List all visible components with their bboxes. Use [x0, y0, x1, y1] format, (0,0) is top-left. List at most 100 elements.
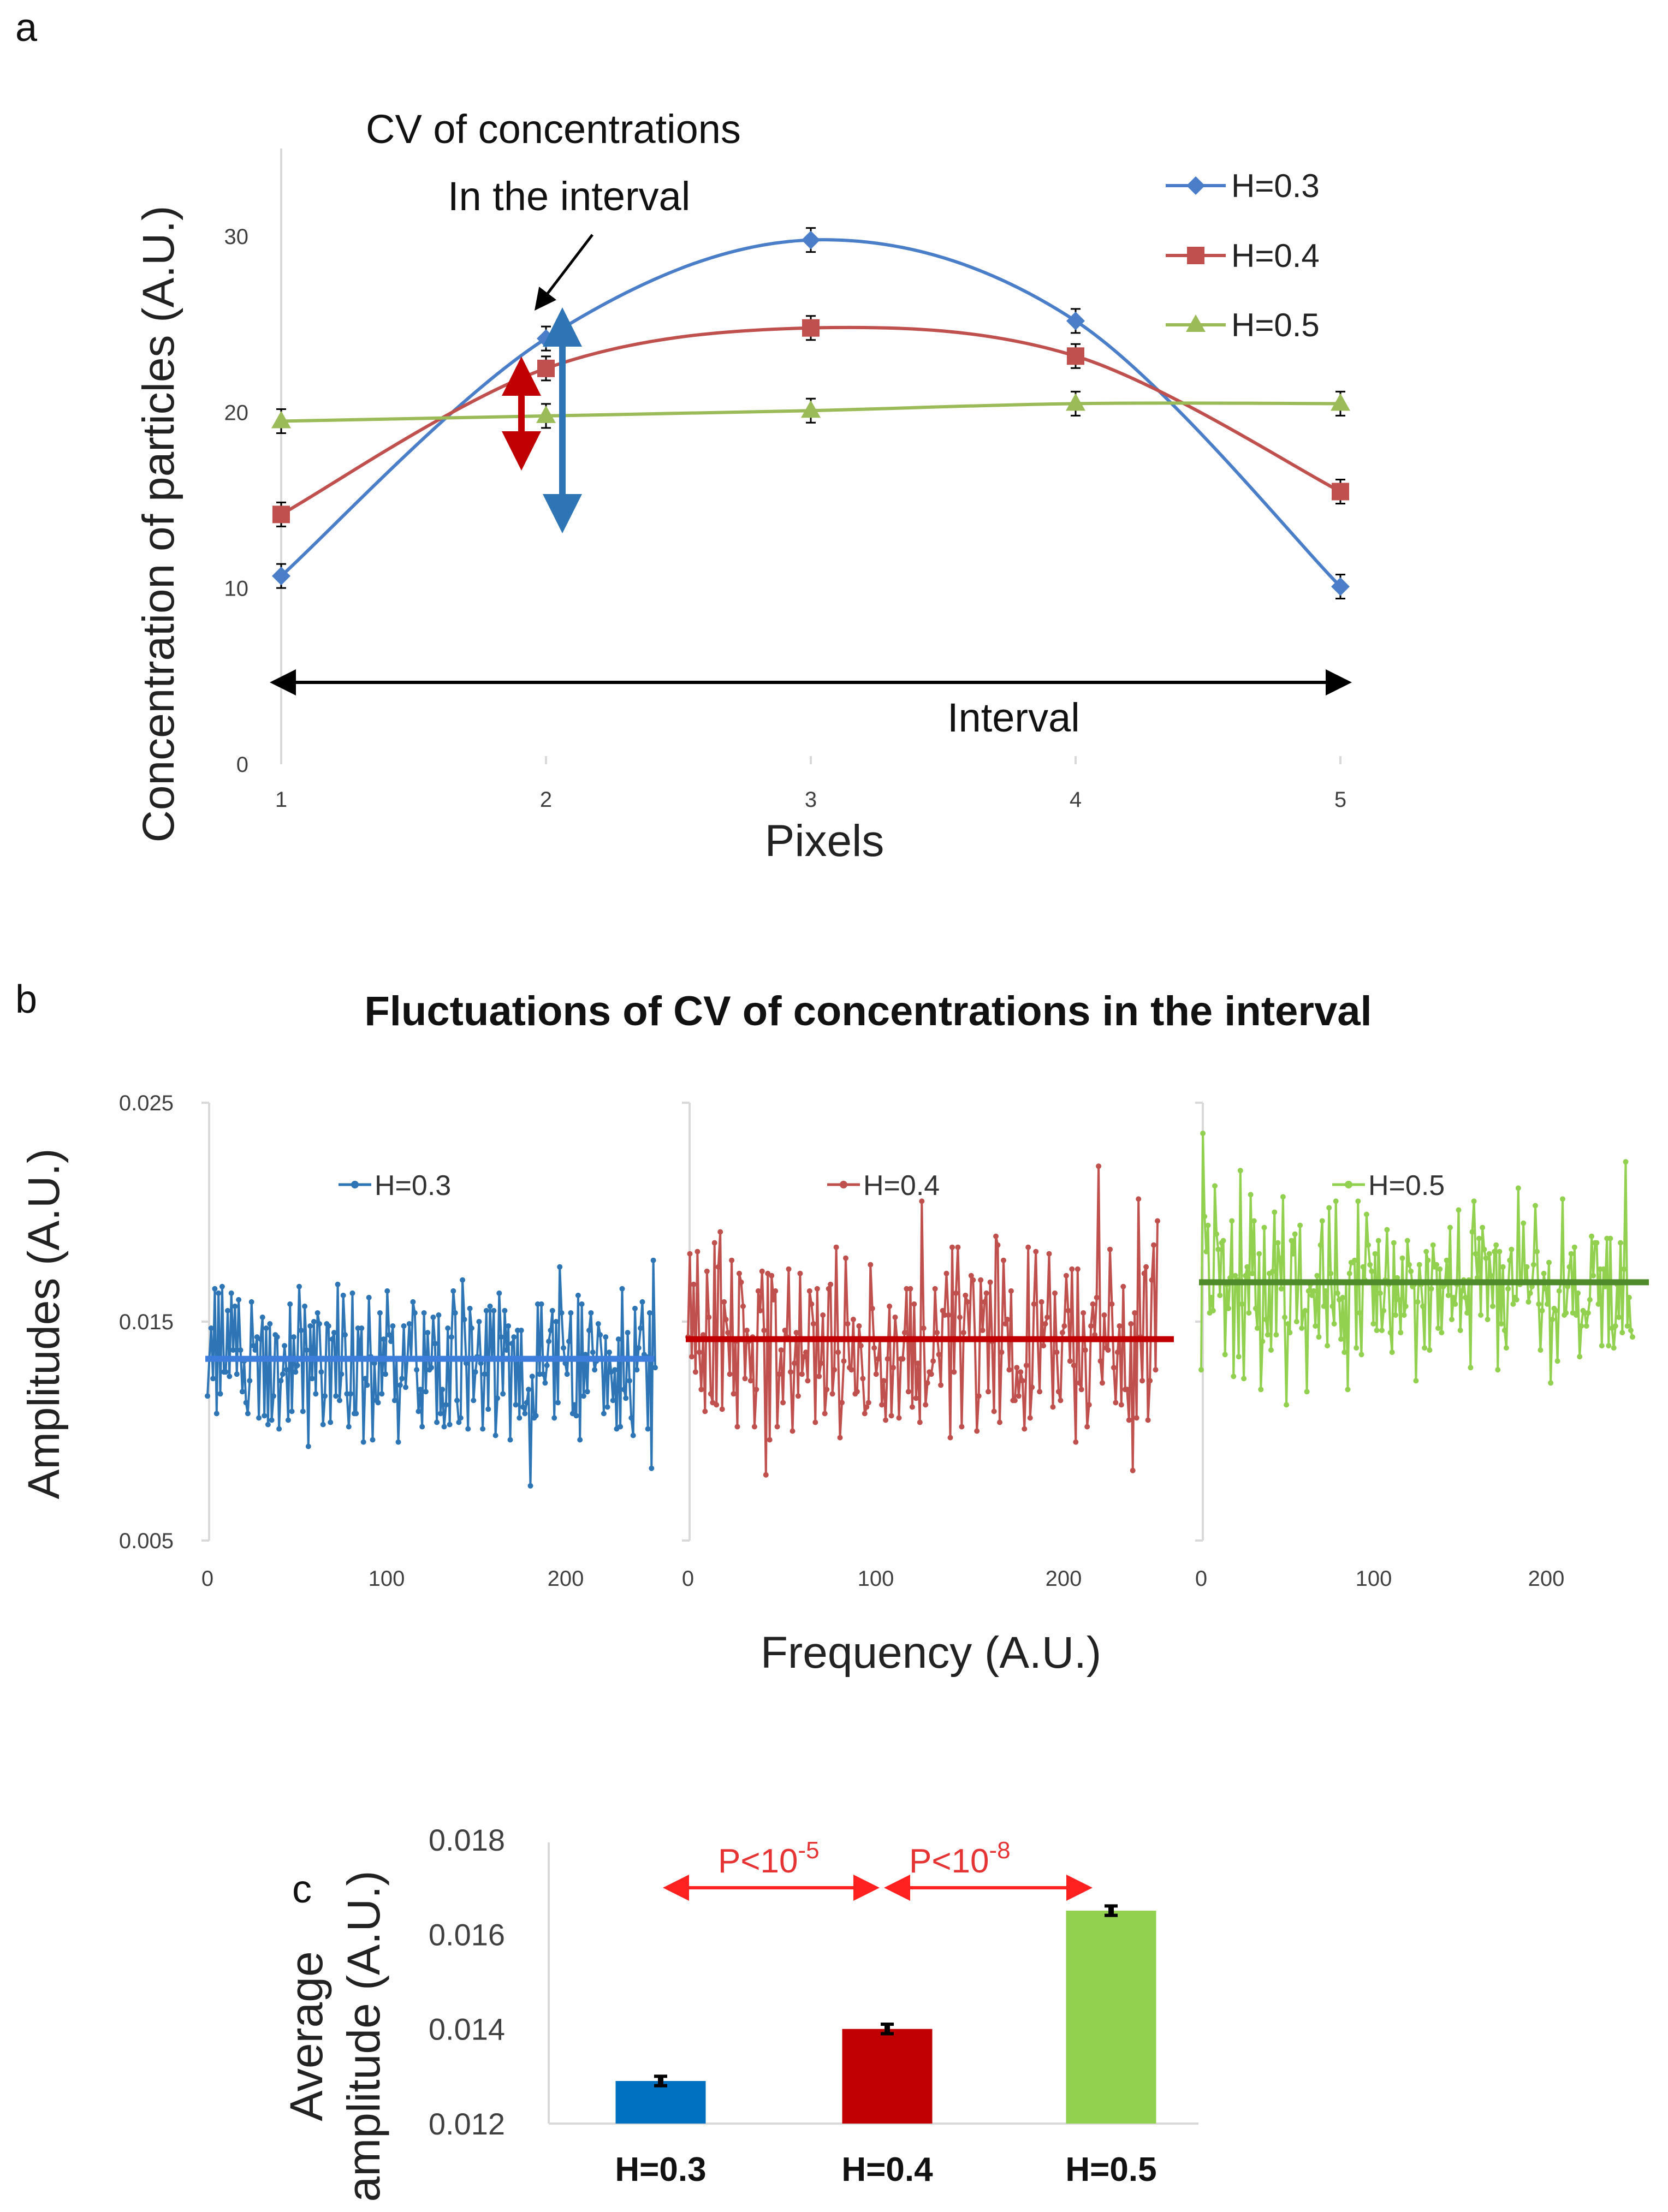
b-point	[230, 1347, 236, 1353]
b-point	[388, 1339, 394, 1345]
b-point	[1495, 1367, 1501, 1373]
b-point	[1117, 1323, 1123, 1329]
b-point	[1052, 1290, 1058, 1296]
b-y-tick-label: 0.005	[119, 1529, 174, 1553]
b-subplot-h05: 0 100 200 H=0.5	[1195, 1102, 1649, 1591]
b-point	[995, 1242, 1001, 1248]
a-legend-marker-h05	[1186, 314, 1206, 332]
b-point	[1241, 1376, 1247, 1382]
b-point	[580, 1393, 586, 1399]
b-point	[845, 1321, 851, 1327]
b-point	[513, 1402, 519, 1408]
b-point	[1542, 1286, 1548, 1292]
a-point-h04	[1067, 347, 1084, 365]
b-point	[559, 1310, 565, 1316]
b-point	[715, 1264, 721, 1270]
b-point	[340, 1292, 346, 1298]
b-point	[1304, 1389, 1310, 1395]
b-point	[837, 1435, 843, 1441]
b-point	[1077, 1380, 1083, 1386]
b-point	[1415, 1299, 1421, 1305]
a-point-h03	[1066, 311, 1085, 330]
b-point	[460, 1277, 466, 1283]
b-point	[1265, 1332, 1271, 1338]
b-point	[1599, 1343, 1605, 1349]
b-point	[1022, 1426, 1028, 1432]
b-point	[1500, 1264, 1506, 1270]
b-point	[1143, 1264, 1149, 1270]
b-point	[1428, 1286, 1434, 1292]
a-x-tick-label: 3	[805, 788, 817, 812]
b-point	[1515, 1185, 1521, 1191]
b-point	[390, 1323, 396, 1329]
a-legend: H=0.3 H=0.4 H=0.5	[1166, 168, 1320, 343]
b-point	[579, 1301, 585, 1307]
c-y-tick-label: 0.014	[429, 2012, 505, 2047]
b-point	[213, 1411, 219, 1417]
b-point	[1101, 1312, 1107, 1318]
b-point	[1525, 1299, 1532, 1305]
b-point	[1544, 1301, 1550, 1307]
b-point	[1585, 1310, 1591, 1316]
b-point	[1227, 1275, 1233, 1281]
b-point	[395, 1439, 401, 1445]
b-point	[1452, 1301, 1458, 1307]
b-point	[1513, 1297, 1519, 1303]
b-point	[742, 1376, 748, 1382]
b-point	[1355, 1198, 1361, 1204]
b-point	[993, 1233, 999, 1239]
b-point	[269, 1417, 275, 1423]
b-point	[487, 1303, 493, 1309]
b-point	[294, 1363, 300, 1369]
b-point	[467, 1305, 473, 1311]
b-point	[957, 1315, 963, 1320]
b-point	[1124, 1387, 1130, 1393]
b-point	[1258, 1387, 1264, 1393]
b-point	[607, 1349, 612, 1355]
b-point	[282, 1343, 288, 1349]
b-point	[223, 1369, 229, 1375]
b-point	[329, 1336, 335, 1342]
b-point	[302, 1303, 308, 1309]
panel-b: b Fluctuations of CV of concentrations i…	[15, 978, 1649, 1678]
b-point	[1621, 1266, 1627, 1272]
b-point	[1449, 1317, 1455, 1322]
a-point-h04	[802, 319, 820, 337]
b-point	[917, 1419, 923, 1425]
b-point	[267, 1321, 273, 1327]
b-point	[1002, 1321, 1008, 1327]
b-point	[441, 1424, 447, 1430]
b-point	[689, 1354, 694, 1360]
b-point	[419, 1424, 425, 1430]
b-point	[1014, 1365, 1020, 1371]
b-point	[940, 1307, 946, 1313]
b-point	[1486, 1251, 1492, 1257]
b-point	[1554, 1358, 1560, 1364]
b-point	[1476, 1235, 1482, 1241]
b-point	[482, 1371, 488, 1377]
b-point	[1305, 1288, 1311, 1294]
b-point	[1534, 1248, 1540, 1254]
b-point	[1082, 1347, 1088, 1353]
b-point	[915, 1360, 921, 1366]
b-point	[1403, 1303, 1409, 1309]
b-point	[1393, 1312, 1398, 1318]
b-point	[375, 1400, 381, 1406]
b-point	[1094, 1294, 1100, 1300]
b-point	[337, 1398, 342, 1404]
panel-label-b: b	[15, 978, 37, 1021]
b-point	[1331, 1321, 1337, 1327]
b-point	[1611, 1345, 1617, 1351]
b-point	[320, 1422, 326, 1428]
b-point	[371, 1360, 377, 1366]
b-point	[923, 1402, 929, 1408]
b-points-h05	[1198, 1131, 1635, 1408]
b-point	[1340, 1294, 1346, 1300]
b-point	[346, 1424, 352, 1430]
b-point	[829, 1391, 835, 1397]
b-point	[932, 1286, 938, 1292]
b-point	[951, 1369, 957, 1375]
b-point	[1384, 1227, 1390, 1233]
b-point	[322, 1393, 328, 1399]
b-point	[1078, 1387, 1084, 1393]
